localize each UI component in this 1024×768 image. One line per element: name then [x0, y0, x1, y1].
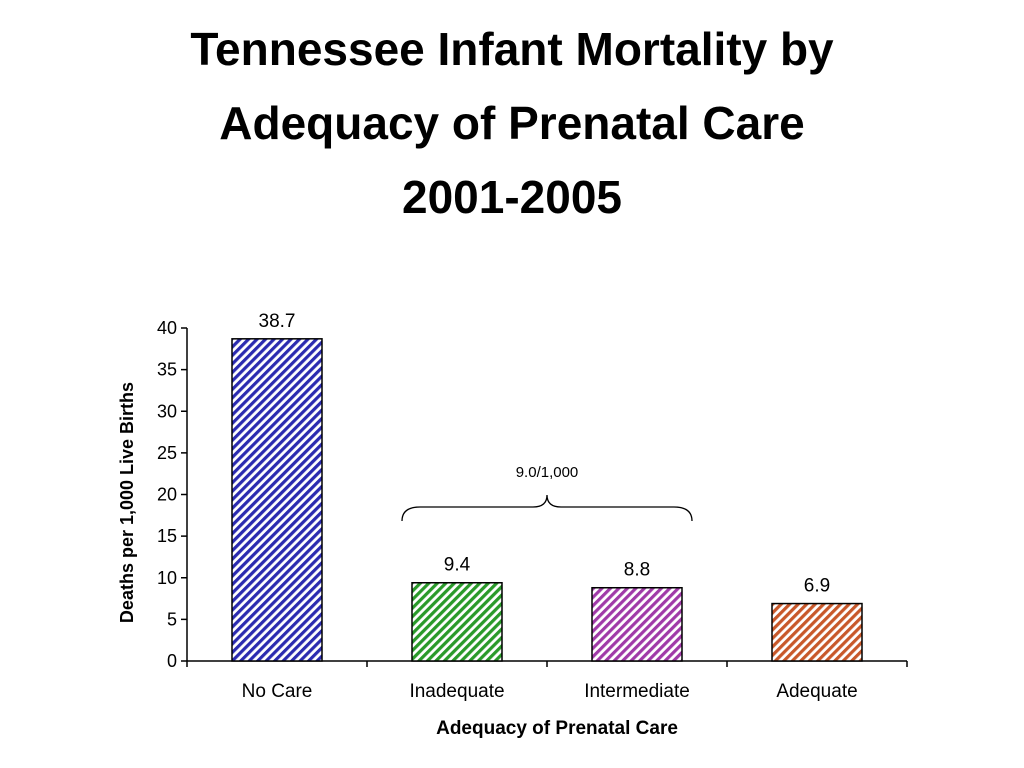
y-tick-label: 30 — [157, 401, 177, 421]
data-label: 6.9 — [804, 576, 830, 597]
y-tick-label: 40 — [157, 318, 177, 338]
y-tick-label: 20 — [157, 485, 177, 505]
y-axis-title: Deaths per 1,000 Live Births — [117, 382, 137, 623]
y-tick-label: 5 — [167, 609, 177, 629]
title-line-1: Tennessee Infant Mortality by — [190, 23, 834, 75]
bar-intermediate — [591, 586, 683, 662]
data-label: 9.4 — [444, 555, 471, 576]
bar-adequate — [771, 602, 863, 662]
y-tick-label: 25 — [157, 443, 177, 463]
y-tick-label: 15 — [157, 526, 177, 546]
x-category-label: Intermediate — [584, 681, 690, 702]
annotation-brace — [401, 494, 693, 522]
title-line-3: 2001-2005 — [402, 171, 622, 223]
x-category-label: Adequate — [776, 681, 857, 702]
data-label: 8.8 — [624, 560, 650, 581]
x-axis-title: Adequacy of Prenatal Care — [436, 718, 678, 739]
bar-inadequate — [411, 581, 503, 662]
y-tick-label: 0 — [167, 651, 177, 671]
title-line-2: Adequacy of Prenatal Care — [219, 97, 805, 149]
y-tick-label: 35 — [157, 360, 177, 380]
annotation-label: 9.0/1,000 — [516, 464, 579, 481]
x-category-label: No Care — [242, 681, 313, 702]
bar-no-care — [231, 338, 323, 662]
x-category-label: Inadequate — [409, 681, 504, 702]
data-label: 38.7 — [259, 311, 296, 332]
y-tick-label: 10 — [157, 568, 177, 588]
slide-title: Tennessee Infant Mortality by Adequacy o… — [0, 12, 1024, 234]
